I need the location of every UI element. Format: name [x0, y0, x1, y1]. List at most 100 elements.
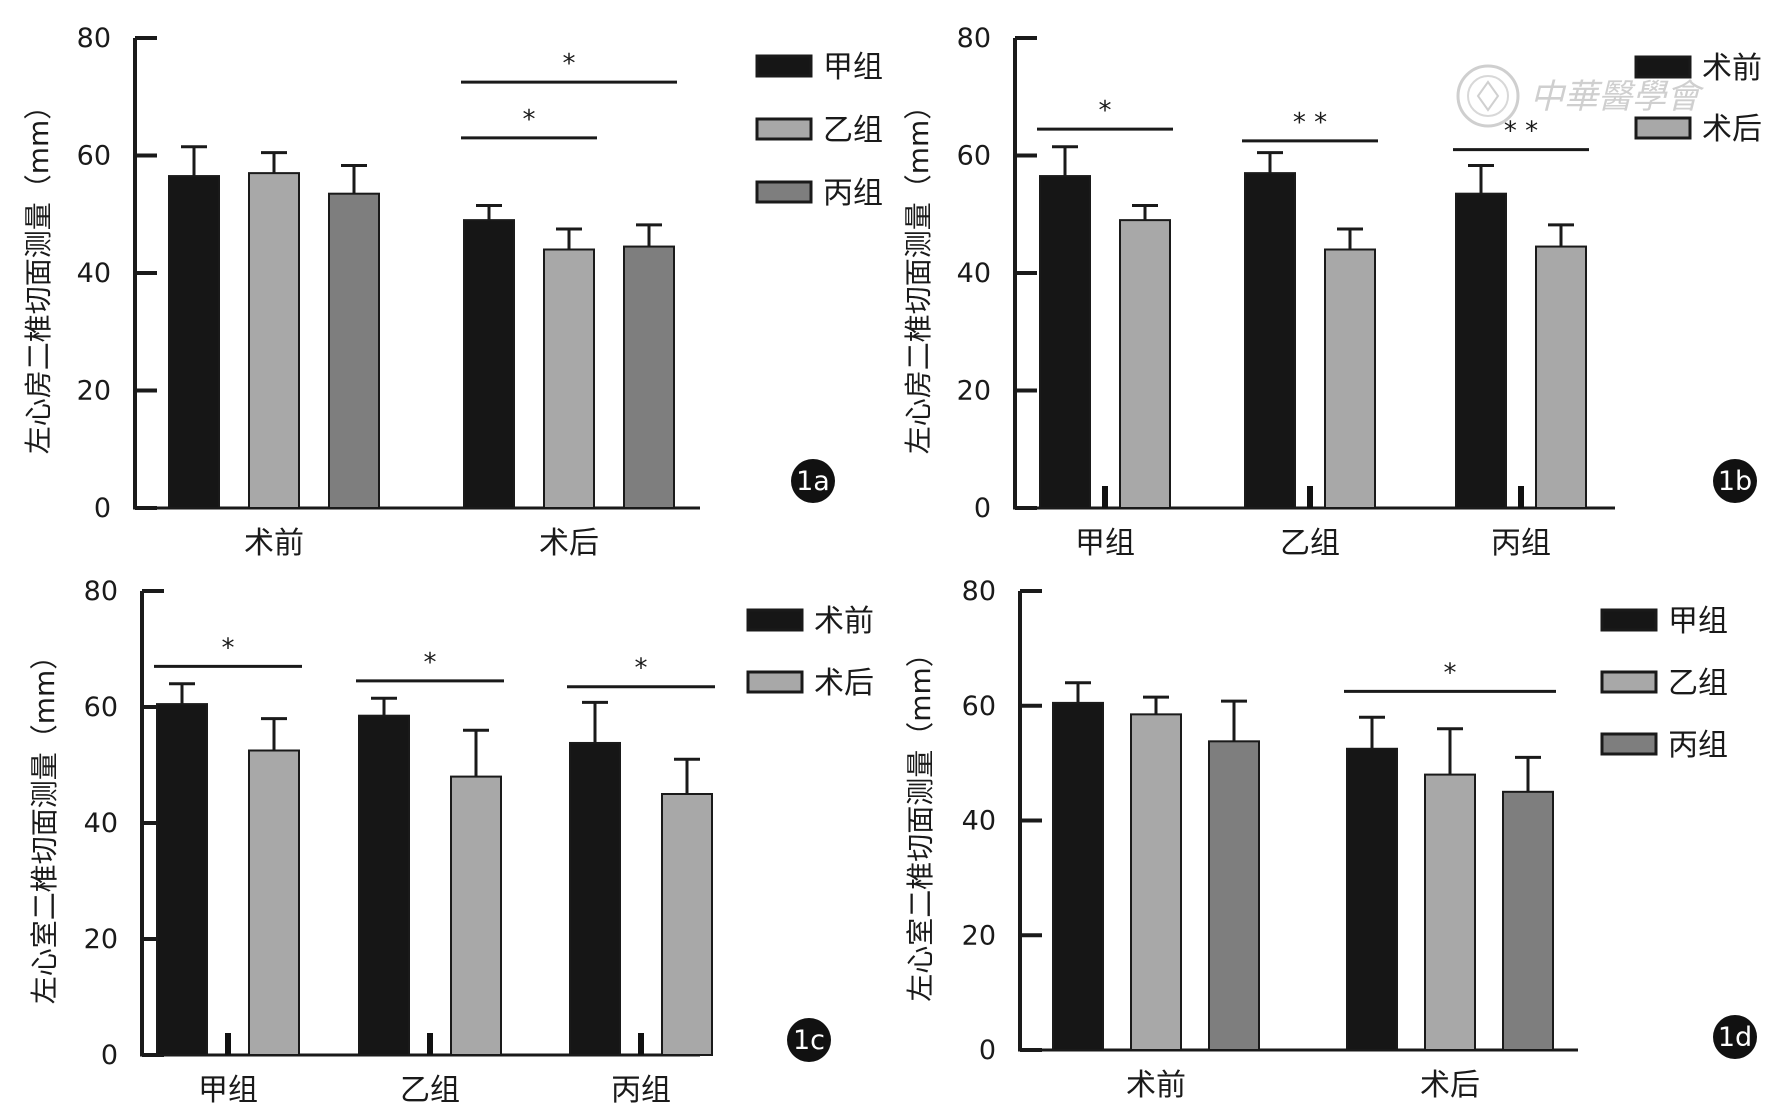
y-tick-label: 60: [84, 692, 118, 723]
bar-术前-甲组: [1039, 175, 1091, 509]
panel-badge: [791, 459, 835, 503]
legend-swatch: [755, 117, 813, 141]
panel-badge-label: 1c: [793, 1025, 825, 1056]
legend-swatch: [746, 608, 804, 632]
x-tick-label: 术后: [539, 526, 599, 561]
legend-label: 术后: [814, 666, 874, 701]
bar-术后-丙组: [661, 793, 713, 1056]
y-tick-label: 40: [962, 806, 996, 837]
y-tick-label: 80: [84, 576, 118, 607]
x-tick-label: 乙组: [1280, 526, 1340, 561]
bar-乙组-术前: [1130, 713, 1182, 1051]
bar-丙组-术后: [1502, 790, 1554, 1051]
significance-label: *: [523, 105, 536, 135]
y-tick-label: 60: [957, 141, 991, 172]
bar-术前-丙组: [569, 741, 621, 1057]
y-axis-title: 左心房二椎切面测量（mm）: [22, 92, 55, 455]
panel-badge-label: 1a: [796, 466, 830, 497]
bar-术前-乙组: [1244, 172, 1296, 509]
bar-术前-丙组: [1455, 192, 1507, 509]
y-tick-label: 0: [974, 493, 991, 524]
legend-swatch: [1600, 608, 1658, 632]
y-tick-label: 40: [84, 808, 118, 839]
y-tick-label: 20: [84, 924, 118, 955]
legend-label: 术前: [814, 604, 874, 639]
seal-icon: [1456, 64, 1520, 128]
legend-label: 甲组: [823, 50, 883, 85]
y-tick-label: 40: [957, 258, 991, 289]
baseline-marker: [225, 1033, 231, 1055]
significance-label: *: [1099, 96, 1112, 126]
baseline-marker: [1102, 486, 1108, 508]
bar-术前-甲组: [156, 703, 208, 1056]
legend-label: 丙组: [823, 176, 883, 211]
legend-label: 甲组: [1668, 604, 1728, 639]
legend-swatch: [746, 670, 804, 694]
x-tick-label: 乙组: [400, 1073, 460, 1108]
significance-label: * *: [1504, 117, 1538, 147]
y-tick-label: 20: [77, 376, 111, 407]
y-tick-label: 60: [77, 141, 111, 172]
panel-badge-label: 1b: [1718, 466, 1752, 497]
bar-术前-乙组: [358, 714, 410, 1056]
baseline-marker: [1518, 486, 1524, 508]
y-tick-label: 60: [962, 691, 996, 722]
y-tick-label: 0: [101, 1040, 118, 1071]
y-tick-label: 20: [957, 376, 991, 407]
bar-乙组-术后: [1424, 773, 1476, 1051]
significance-label: *: [1444, 658, 1457, 688]
x-tick-label: 甲组: [198, 1073, 258, 1108]
y-tick-label: 80: [957, 23, 991, 54]
legend-label: 丙组: [1668, 728, 1728, 763]
y-tick-label: 20: [962, 920, 996, 951]
bar-甲组-术后: [463, 219, 515, 509]
bar-甲组-术前: [168, 175, 220, 509]
panel-badge: [787, 1018, 831, 1062]
significance-label: *: [222, 633, 235, 663]
y-tick-label: 80: [77, 23, 111, 54]
legend-swatch: [1634, 116, 1692, 140]
bar-术后-甲组: [248, 749, 300, 1056]
y-axis-title: 左心室二椎切面测量（mm）: [28, 642, 61, 1005]
legend-label: 术前: [1702, 51, 1762, 86]
x-tick-label: 术前: [1126, 1068, 1186, 1103]
y-tick-label: 0: [979, 1035, 996, 1066]
legend-swatch: [1600, 670, 1658, 694]
significance-label: *: [424, 648, 437, 678]
bar-术后-甲组: [1119, 219, 1171, 509]
baseline-marker: [638, 1033, 644, 1055]
watermark-text: 中華醫學會: [1530, 77, 1705, 117]
bar-甲组-术前: [1052, 701, 1104, 1051]
legend-swatch: [1600, 732, 1658, 756]
bar-甲组-术后: [1346, 747, 1398, 1051]
y-tick-label: 0: [94, 493, 111, 524]
x-tick-label: 丙组: [1491, 526, 1551, 561]
y-tick-label: 40: [77, 258, 111, 289]
bar-术后-乙组: [450, 775, 502, 1056]
x-tick-label: 丙组: [611, 1073, 671, 1108]
legend-swatch: [1634, 55, 1692, 79]
legend-label: 乙组: [1668, 666, 1728, 701]
bar-乙组-术前: [248, 172, 300, 509]
legend-swatch: [755, 54, 813, 78]
panel-badge-label: 1d: [1718, 1022, 1752, 1053]
y-axis-title: 左心房二椎切面测量（mm）: [902, 92, 935, 455]
bar-乙组-术后: [543, 248, 595, 509]
baseline-marker: [427, 1033, 433, 1055]
x-tick-label: 术后: [1420, 1068, 1480, 1103]
significance-label: *: [563, 49, 576, 79]
panel-badge: [1713, 459, 1757, 503]
bar-丙组-术前: [328, 192, 380, 509]
y-tick-label: 80: [962, 576, 996, 607]
bar-术后-乙组: [1324, 248, 1376, 509]
legend-swatch: [755, 180, 813, 204]
significance-label: *: [635, 654, 648, 684]
bar-术后-丙组: [1535, 245, 1587, 509]
baseline-marker: [1307, 486, 1313, 508]
x-tick-label: 术前: [244, 526, 304, 561]
